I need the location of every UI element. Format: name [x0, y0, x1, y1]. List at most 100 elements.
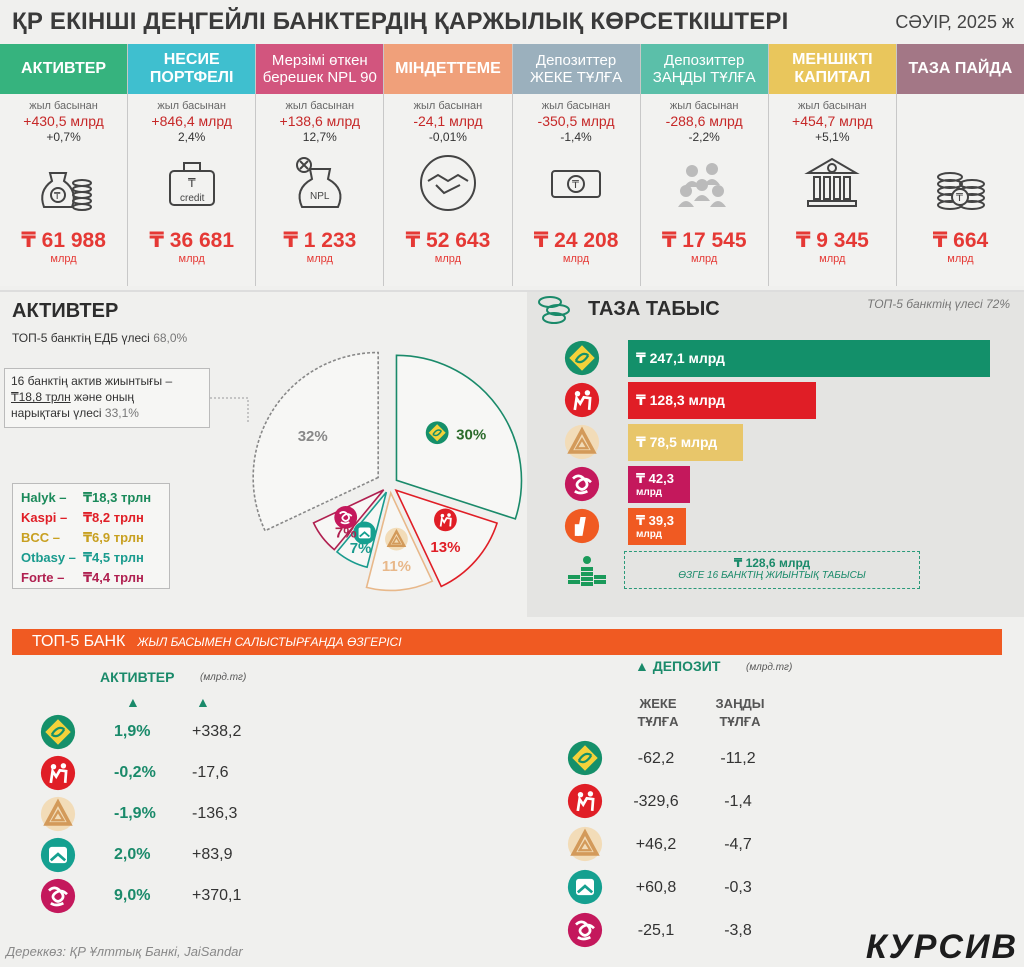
profit-bank-logo-kaspi-icon	[564, 382, 600, 418]
kpi-delta: +430,5 млрд	[23, 113, 104, 129]
svg-text:₸: ₸	[956, 192, 963, 204]
assets-table-logo-bcc-icon	[40, 796, 76, 832]
profit-bank-logo-bcc-icon	[564, 424, 600, 460]
banner-title: ТОП-5 БАНК	[32, 633, 126, 650]
col-individual-1: ЖЕКЕ	[639, 696, 677, 711]
assets-subtitle-pct: 68,0%	[153, 331, 188, 345]
kpi-card-title: Депозиттер ЗАҢДЫ ТҰЛҒА	[640, 44, 768, 94]
assets-change-unit: (млрд.тг)	[200, 672, 247, 683]
kpi-card: АКТИВТЕР жыл басынан +430,5 млрд +0,7% ₸ ₸ 61…	[0, 44, 129, 286]
pie-bank-logo-forte-icon	[334, 505, 358, 529]
col-individual-2: ТҰЛҒА	[637, 713, 679, 729]
pie-bank-logo-bcc-icon	[385, 527, 408, 551]
col-individual-header: ЖЕКЕ ТҰЛҒА	[628, 695, 688, 730]
kpi-pct: -2,2%	[688, 130, 720, 144]
kpi-card: МЕНШІКТІ КАПИТАЛ жыл басынан +454,7 млрд +5…	[768, 44, 897, 286]
kpi-delta: +846,4 млрд	[151, 113, 232, 129]
kpi-since: жыл басынан	[798, 100, 867, 112]
kpi-pct	[897, 130, 1024, 144]
top5-banner: ТОП-5 БАНК ЖЫЛ БАСЫМЕН САЛЫСТЫРҒАНДА ӨЗГ…	[12, 629, 1002, 655]
note-line1: 16 банктің актив жиынтығы –	[11, 374, 173, 388]
pie-label: 30%	[456, 427, 486, 444]
npl-bag-icon: NPL	[256, 150, 383, 216]
kpi-value: ₸ 24 208	[533, 229, 619, 252]
kpi-card-body: жыл басынан +846,4 млрд 2,4% credit ₸ ₸ 36 68…	[128, 94, 255, 265]
legend-item: Halyk – ₸18,3 трлн	[21, 490, 161, 506]
profit-bar-label: ₸ 128,3 млрд	[636, 392, 725, 408]
col-legal-2: ТҰЛҒА	[719, 713, 761, 729]
legend-bank: Otbasy –	[21, 550, 76, 565]
kpi-card-body: ₸ ₸ 664 млрд	[897, 94, 1024, 265]
profit-bar-unit: млрд	[636, 487, 662, 498]
assets-abs-arrow: ▲	[196, 694, 210, 710]
pie-bank-logo-kaspi-icon	[434, 508, 457, 532]
kpi-pct: -1,4%	[560, 130, 592, 144]
credit-briefcase-icon: credit ₸	[128, 150, 255, 216]
source-text: Дереккөз: ҚР Ұлттық Банкі, JaiSandar	[6, 944, 243, 959]
deposit-unit: (млрд.тг)	[746, 662, 793, 673]
legend-value: ₸4,5 трлн	[83, 550, 144, 565]
deposit-table-logo-kaspi-icon	[567, 783, 603, 819]
banner-subtitle: ЖЫЛ БАСЫМЕН САЛЫСТЫРҒАНДА ӨЗГЕРІСІ	[137, 635, 402, 649]
kpi-card-title: МЕНШІКТІ КАПИТАЛ	[768, 44, 896, 94]
legend-item: Kaspi – ₸8,2 трлн	[21, 510, 161, 526]
note-line2: және оның	[70, 390, 134, 405]
kpi-card: Мерзімі өткен берешек NPL 90 жыл басынан +…	[256, 44, 385, 286]
kpi-pct: 12,7%	[302, 130, 337, 144]
profit-bank-logo-forte-icon	[564, 466, 600, 502]
kpi-since: жыл басынан	[285, 100, 355, 112]
kpi-value: ₸ 61 988	[21, 229, 106, 252]
kpi-delta: -24,1 млрд	[413, 113, 483, 129]
assets-heading: АКТИВТЕР	[12, 300, 119, 322]
assets-subtitle-text: ТОП-5 банктің ЕДБ үлесі	[12, 331, 154, 345]
assets-abs-cell: +370,1	[192, 887, 242, 904]
kpi-delta: +454,7 млрд	[792, 113, 873, 129]
assets-table-logo-kaspi-icon	[40, 755, 76, 791]
profit-heading: ТАЗА ТАБЫС	[588, 298, 720, 320]
assets-abs-cell: +338,2	[192, 723, 242, 740]
profit-bar: ₸ 128,3 млрд	[628, 382, 816, 419]
pie-slice	[394, 488, 499, 588]
kpi-unit: млрд	[562, 253, 590, 265]
svg-text:credit: credit	[180, 193, 205, 204]
deposit-legal-cell: -0,3	[724, 879, 752, 896]
legend-item: Otbasy – ₸4,5 трлн	[21, 550, 161, 566]
kpi-card-title: НЕСИЕ ПОРТФЕЛІ	[128, 44, 256, 94]
kpi-since: жыл басынан	[413, 100, 483, 112]
kpi-since: жыл басынан	[29, 100, 98, 112]
other-banks-value: ₸ 128,6 млрд	[733, 556, 811, 570]
legend-item: BCC – ₸6,9 трлн	[21, 530, 161, 546]
kpi-card: МІНДЕТТЕМЕ жыл басынан -24,1 млрд -0,01% ₸ 5…	[384, 44, 513, 286]
assets-subtitle: ТОП-5 банктің ЕДБ үлесі 68,0%	[12, 331, 187, 345]
kpi-value: ₸ 9 345	[795, 229, 869, 252]
pie-slice	[252, 351, 379, 532]
kpi-value: ₸ 17 545	[661, 229, 747, 252]
kpi-card-title: Депозиттер ЖЕКЕ ТҰЛҒА	[512, 44, 640, 94]
kpi-pct: +5,1%	[815, 130, 850, 144]
profit-bar-label: ₸ 42,3	[636, 471, 674, 486]
profit-bar-label: ₸ 39,3	[636, 513, 674, 528]
assets-pct-arrow: ▲	[126, 694, 140, 710]
divider	[0, 290, 1024, 292]
svg-text:₸: ₸	[572, 179, 579, 191]
kpi-delta: -288,6 млрд	[665, 113, 743, 129]
kpi-delta: +138,6 млрд	[279, 113, 361, 129]
assets-abs-cell: -136,3	[192, 805, 238, 822]
assets-pct-cell: 2,0%	[114, 846, 151, 863]
legend-value: ₸6,9 трлн	[83, 530, 144, 545]
coin-stacks-icon	[568, 556, 606, 586]
kpi-card-title: АКТИВТЕР	[0, 44, 128, 94]
deposit-legal-cell: -4,7	[724, 836, 752, 853]
profit-bar-unit: млрд	[636, 529, 662, 540]
legend-bank: Halyk –	[21, 490, 67, 505]
note-connector	[210, 397, 249, 423]
kpi-since: жыл басынан	[541, 100, 611, 112]
svg-text:NPL: NPL	[310, 191, 330, 202]
kpi-pct: +0,7%	[46, 130, 81, 144]
assets-table-logo-forte-icon	[40, 878, 76, 914]
banknote-icon: ₸	[513, 150, 640, 216]
bank-building-icon	[769, 150, 896, 216]
kpi-value: ₸ 664	[932, 229, 989, 252]
kpi-value: ₸ 36 681	[149, 229, 235, 252]
kpi-unit: млрд	[947, 253, 974, 265]
